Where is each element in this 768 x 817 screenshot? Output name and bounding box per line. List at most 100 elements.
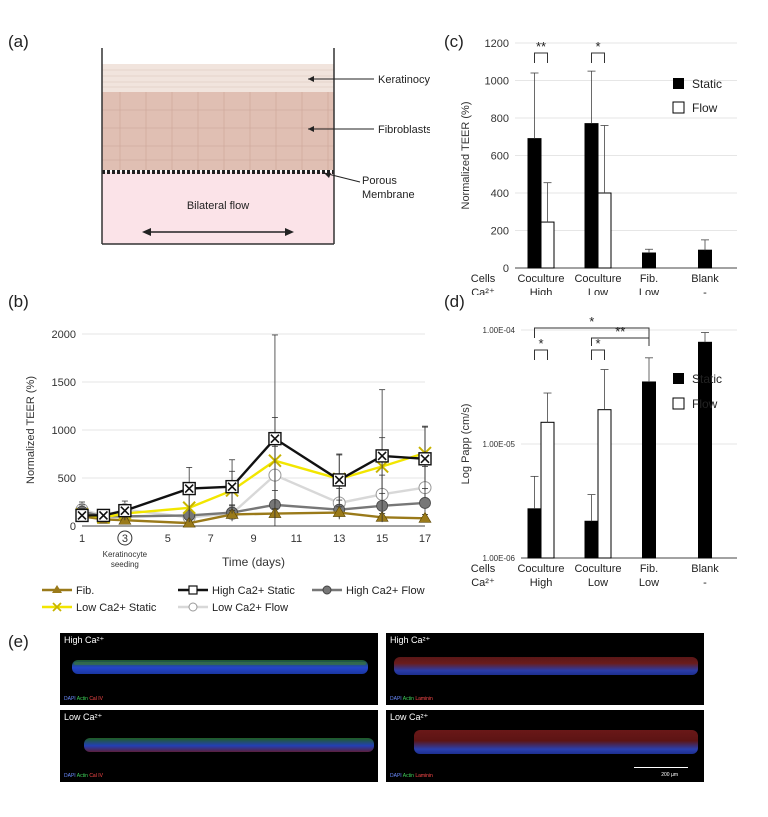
legend-label: Low Ca2+ Static: [76, 602, 157, 614]
y-axis-label: Normalized TEER (%): [460, 102, 472, 210]
significance-bracket: [591, 349, 605, 360]
y-tick-label: 0: [503, 263, 509, 275]
data-point-cross: [227, 482, 237, 492]
data-point-cross: [334, 475, 344, 485]
bar-static: [584, 123, 599, 269]
stain-dapi: DAPI: [390, 773, 402, 779]
y-tick-label: 500: [58, 473, 76, 485]
significance-label: **: [536, 39, 546, 54]
row-label-ca: Ca²⁺: [471, 577, 495, 589]
panel-label-c: (c): [444, 32, 464, 51]
bar-static: [642, 252, 656, 269]
y-axis-label: Normalized TEER (%): [25, 376, 37, 484]
fibroblasts-arrowhead: [308, 126, 314, 132]
stain-legend: DAPI Actin Laminin: [390, 696, 433, 702]
stain-dapi: DAPI: [390, 696, 402, 702]
category-ca-label: High: [530, 577, 553, 589]
flow-label: Bilateral flow: [187, 200, 249, 212]
series-line: [81, 473, 426, 519]
category-cells-label: Blank: [691, 563, 719, 575]
fibroblasts-label: Fibroblasts: [378, 124, 430, 136]
category-ca-label: Low: [639, 577, 659, 589]
y-tick-label: 800: [491, 113, 509, 125]
bar-flow: [597, 409, 612, 559]
legend-marker: [188, 602, 198, 612]
bar-static: [527, 508, 542, 559]
y-tick-label: 1.00E-05: [483, 440, 516, 449]
category-cells-label: Coculture: [517, 563, 564, 575]
stain-actin: Actin: [402, 696, 414, 702]
significance-label: **: [615, 324, 625, 339]
data-point-cross: [120, 506, 130, 516]
data-point-cross: [77, 510, 87, 521]
category-cells-label: Fib.: [640, 563, 658, 575]
stain-actin: Actin: [76, 696, 88, 702]
legend-swatch-static: [673, 373, 684, 384]
legend-label: Low Ca2+ Flow: [212, 602, 288, 614]
category-ca-label: -: [703, 287, 707, 295]
row-label-ca: Ca²⁺: [471, 287, 495, 295]
category-ca-label: Low: [588, 287, 608, 295]
y-tick-label: 1500: [52, 377, 76, 389]
tissue-band: [394, 657, 698, 675]
panel-label-d: (d): [444, 292, 465, 311]
stain-legend: DAPI Actin Cal IV: [64, 696, 103, 702]
bar-flow: [540, 221, 555, 269]
circled-tick-ring: [117, 530, 133, 546]
significance-bracket: [591, 52, 605, 63]
keratinocyte-layer: [102, 64, 334, 92]
significance-label: *: [595, 39, 600, 54]
y-tick-label: 1.00E-06: [483, 554, 516, 563]
micrograph-title: Low Ca²⁺: [390, 712, 429, 722]
y-tick-label: 1200: [485, 38, 509, 50]
papp-chart: 1.00E-04 1.00E-05 1.00E-06 Log Papp (cm/s) C…: [460, 314, 737, 589]
y-tick-label: 1000: [52, 425, 76, 437]
significance-label: *: [595, 336, 600, 351]
annotation-line: seeding: [111, 560, 139, 569]
data-point: [332, 505, 346, 517]
stain-actin: Actin: [76, 773, 88, 779]
category-cells-label: Blank: [691, 273, 719, 285]
legend-label: High Ca2+ Static: [212, 585, 295, 597]
x-tick-label: 1: [79, 533, 85, 545]
tissue-band: [414, 730, 698, 754]
data-point-cross: [98, 510, 109, 521]
micrograph-low-cal: Low Ca²⁺ DAPI Actin Cal IV: [60, 710, 378, 782]
panel-label-a: (a): [8, 32, 29, 51]
category-cells-label: Coculture: [517, 273, 564, 285]
cell-pattern: [102, 92, 334, 170]
x-tick-label: 13: [333, 533, 345, 545]
bar-static: [527, 138, 542, 269]
annotation-line: Keratinocyte: [103, 550, 148, 559]
stain-third: Cal IV: [89, 773, 103, 779]
y-tick-label: 600: [491, 151, 509, 163]
y-tick-label: 2000: [52, 329, 76, 341]
series-line: [81, 511, 426, 525]
row-label-cells: Cells: [471, 273, 496, 285]
scale-bar-label: 200 µm: [661, 772, 678, 778]
flow-arrowhead-right: [285, 228, 294, 236]
micrograph-high-laminin: High Ca²⁺ DAPI Actin Laminin: [386, 633, 704, 705]
panel-label-e: (e): [8, 632, 29, 651]
scale-bar: [634, 767, 688, 768]
bar-flow: [597, 192, 612, 269]
category-ca-label: Low: [639, 287, 659, 295]
legend-label: Fib.: [76, 585, 94, 597]
significance-bracket: [534, 349, 548, 360]
data-point-cross: [420, 454, 430, 464]
data-point-cross: [377, 451, 387, 461]
y-tick-label: 200: [491, 226, 509, 238]
legend-marker: [188, 585, 198, 595]
x-tick-label: 11: [291, 533, 302, 545]
membrane-label-line1: Porous: [362, 175, 397, 187]
row-label-cells: Cells: [471, 563, 496, 575]
category-ca-label: Low: [588, 577, 608, 589]
stain-legend: DAPI Actin Cal IV: [64, 773, 103, 779]
legend-swatch-static: [673, 78, 684, 89]
x-tick-label: 9: [250, 533, 256, 545]
significance-bracket: [591, 337, 650, 346]
micrograph-title: High Ca²⁺: [64, 635, 105, 645]
data-point: [419, 497, 431, 509]
